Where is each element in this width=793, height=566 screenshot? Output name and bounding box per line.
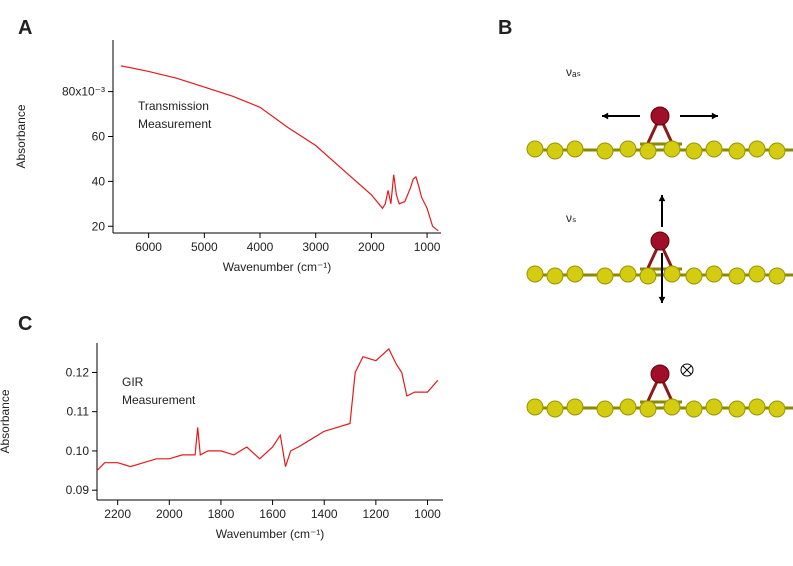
x-tick-label: 6000 [135, 240, 162, 254]
panel-label: C [18, 313, 32, 335]
carbon-atom [596, 400, 614, 418]
carbon-atom [596, 142, 614, 160]
oxygen-atom [650, 364, 670, 384]
x-tick-label: 1000 [414, 507, 441, 521]
y-tick-label: 20 [92, 219, 106, 233]
carbon-atom [619, 265, 637, 283]
carbon-atom [526, 398, 544, 416]
carbon-atom [705, 398, 723, 416]
x-axis-label: Wavenumber (cm⁻¹) [223, 260, 332, 274]
carbon-atom [619, 398, 637, 416]
arrow-head [658, 296, 666, 303]
carbon-atom [526, 140, 544, 158]
carbon-atom [705, 140, 723, 158]
carbon-atom [728, 400, 746, 418]
carbon-atom [566, 398, 584, 416]
x-axis-label: Wavenumber (cm⁻¹) [216, 527, 325, 541]
carbon-atom [748, 265, 766, 283]
mode-label: νₛ [566, 211, 576, 225]
spectrum-line [120, 65, 439, 232]
y-tick-label: 0.11 [67, 405, 90, 419]
out-of-plane-symbol [682, 365, 692, 375]
mode-label: νₐₛ [566, 65, 581, 79]
carbon-atom [663, 140, 681, 158]
x-tick-label: 1800 [208, 507, 235, 521]
y-tick-label: 0.09 [66, 483, 90, 497]
annotation: GIR [122, 375, 144, 389]
x-tick-label: 3000 [302, 240, 329, 254]
arrow-head [658, 195, 666, 202]
out-of-plane-symbol [680, 363, 694, 377]
panel-label: B [498, 17, 512, 39]
annotation: Measurement [138, 117, 212, 131]
x-tick-label: 1200 [363, 507, 390, 521]
carbon-atom [546, 267, 564, 285]
carbon-atom [566, 140, 584, 158]
y-axis-label: Absorbance [14, 104, 28, 168]
y-tick-label: 0.12 [66, 365, 90, 379]
carbon-atom [748, 398, 766, 416]
y-tick-label: 40 [92, 174, 106, 188]
spectrum-line [96, 347, 439, 472]
x-tick-label: 2200 [104, 507, 131, 521]
carbon-atom [546, 400, 564, 418]
x-tick-label: 2000 [358, 240, 385, 254]
y-axis-label: Absorbance [0, 389, 12, 453]
carbon-atom [546, 142, 564, 160]
arrow-head [711, 112, 718, 120]
x-tick-label: 2000 [156, 507, 183, 521]
y-tick-label: 60 [92, 130, 106, 144]
x-tick-label: 4000 [247, 240, 274, 254]
annotation: Measurement [122, 393, 196, 407]
carbon-atom [566, 265, 584, 283]
carbon-atom [639, 267, 657, 285]
oxygen-atom [650, 231, 670, 251]
y-tick-label: 80x10⁻³ [62, 85, 105, 99]
carbon-atom [596, 267, 614, 285]
carbon-atom [728, 142, 746, 160]
molecule-diagram [526, 106, 793, 418]
carbon-atom [748, 140, 766, 158]
carbon-atom [663, 398, 681, 416]
panel-label: A [18, 17, 32, 39]
oxygen-atom [650, 106, 670, 126]
annotation: Transmission [138, 99, 209, 113]
carbon-atom [639, 400, 657, 418]
carbon-atom [619, 140, 637, 158]
carbon-atom [685, 267, 703, 285]
x-tick-label: 1000 [414, 240, 441, 254]
carbon-atom [705, 265, 723, 283]
y-tick-label: 0.10 [66, 444, 90, 458]
x-tick-label: 5000 [191, 240, 218, 254]
carbon-atom [663, 265, 681, 283]
carbon-atom [639, 142, 657, 160]
carbon-atom [728, 267, 746, 285]
carbon-atom [768, 142, 786, 160]
carbon-atom [768, 267, 786, 285]
x-tick-label: 1400 [311, 507, 338, 521]
arrow-head [602, 112, 609, 120]
carbon-atom [768, 400, 786, 418]
x-tick-label: 1600 [259, 507, 286, 521]
carbon-atom [685, 142, 703, 160]
carbon-atom [685, 400, 703, 418]
carbon-atom [526, 265, 544, 283]
